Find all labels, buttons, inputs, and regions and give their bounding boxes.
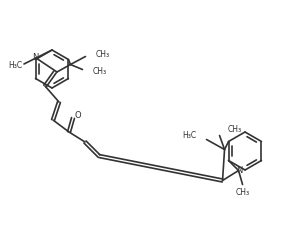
Text: H₃C: H₃C xyxy=(182,131,196,140)
Text: CH₃: CH₃ xyxy=(228,125,242,134)
Text: CH₃: CH₃ xyxy=(92,67,106,76)
Text: CH₃: CH₃ xyxy=(95,50,110,59)
Text: N: N xyxy=(32,52,38,62)
Text: O: O xyxy=(75,112,81,120)
Text: N: N xyxy=(236,166,243,175)
Text: H₃C: H₃C xyxy=(8,60,22,69)
Text: CH₃: CH₃ xyxy=(236,188,250,197)
